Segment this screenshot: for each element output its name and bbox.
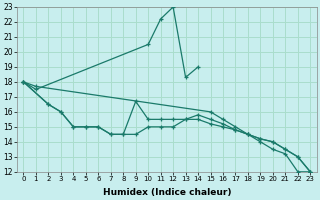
X-axis label: Humidex (Indice chaleur): Humidex (Indice chaleur) [103,188,231,197]
